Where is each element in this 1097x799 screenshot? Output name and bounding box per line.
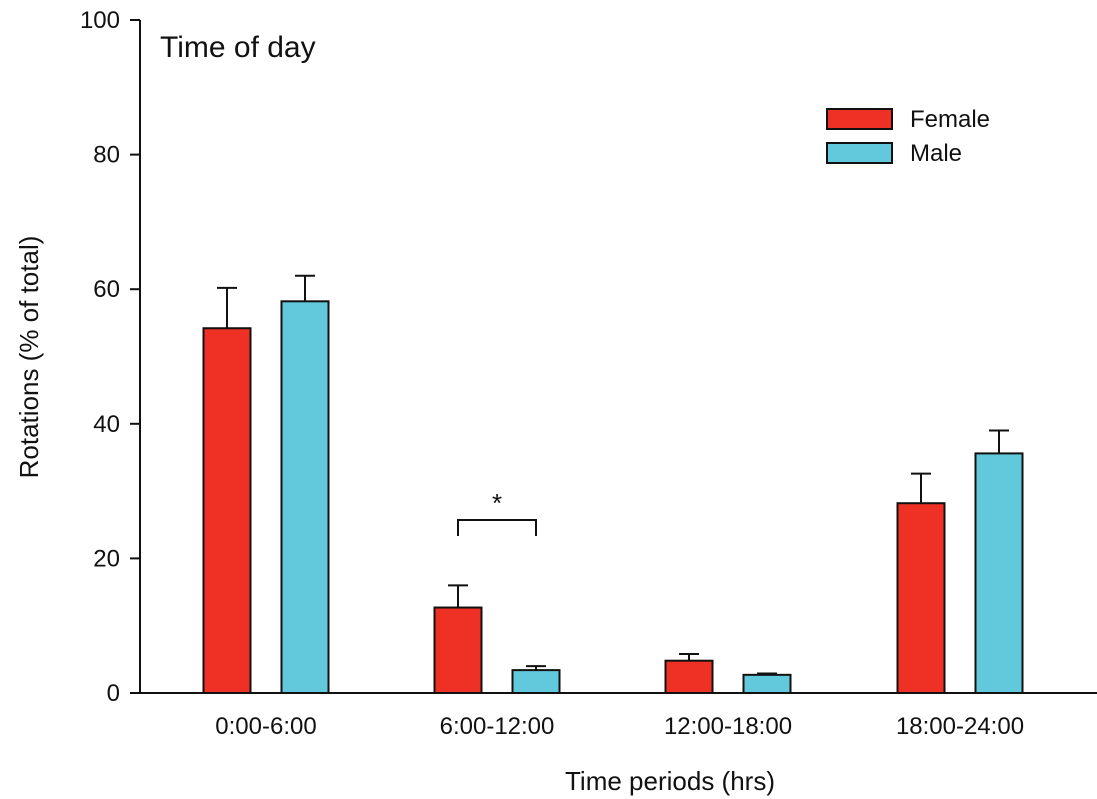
bar-male-1 (511, 669, 561, 694)
y-tick-label: 0 (107, 680, 120, 707)
y-tick-label: 20 (93, 545, 120, 572)
y-tick-label: 60 (93, 276, 120, 303)
axes: 0 20 40 60 80 100 0:00-6:00 6:00-12:00 12:00-18:… (80, 7, 1097, 740)
annotations: * (457, 488, 537, 536)
legend-swatch-female (826, 108, 893, 130)
legend-label-male: Male (910, 140, 962, 167)
significance-bracket (457, 519, 537, 536)
legend: Female Male (826, 106, 990, 167)
legend-swatch-male (826, 142, 893, 164)
x-tick-label: 18:00-24:00 (896, 713, 1024, 740)
x-tick-label: 12:00-18:00 (664, 713, 792, 740)
bar-female-0 (202, 327, 252, 694)
x-tick-label: 6:00-12:00 (440, 713, 555, 740)
bar-male-0 (280, 300, 330, 694)
legend-label-female: Female (910, 106, 990, 133)
bar-female-3 (896, 502, 946, 694)
y-tick-label: 80 (93, 142, 120, 169)
x-axis-title: Time periods (hrs) (565, 766, 775, 796)
chart-title: Time of day (160, 31, 316, 64)
bar-male-2 (742, 673, 792, 694)
y-axis-title: Rotations (% of total) (14, 236, 44, 479)
bar-female-1 (433, 606, 483, 694)
bar-male-3 (974, 452, 1024, 694)
significance-marker: * (492, 488, 502, 518)
y-tick-label: 40 (93, 411, 120, 438)
y-tick-label: 100 (80, 7, 120, 34)
bar-female-2 (664, 659, 714, 694)
error-bars (217, 274, 1009, 675)
x-tick-label: 0:00-6:00 (215, 713, 316, 740)
bars (202, 300, 1024, 694)
